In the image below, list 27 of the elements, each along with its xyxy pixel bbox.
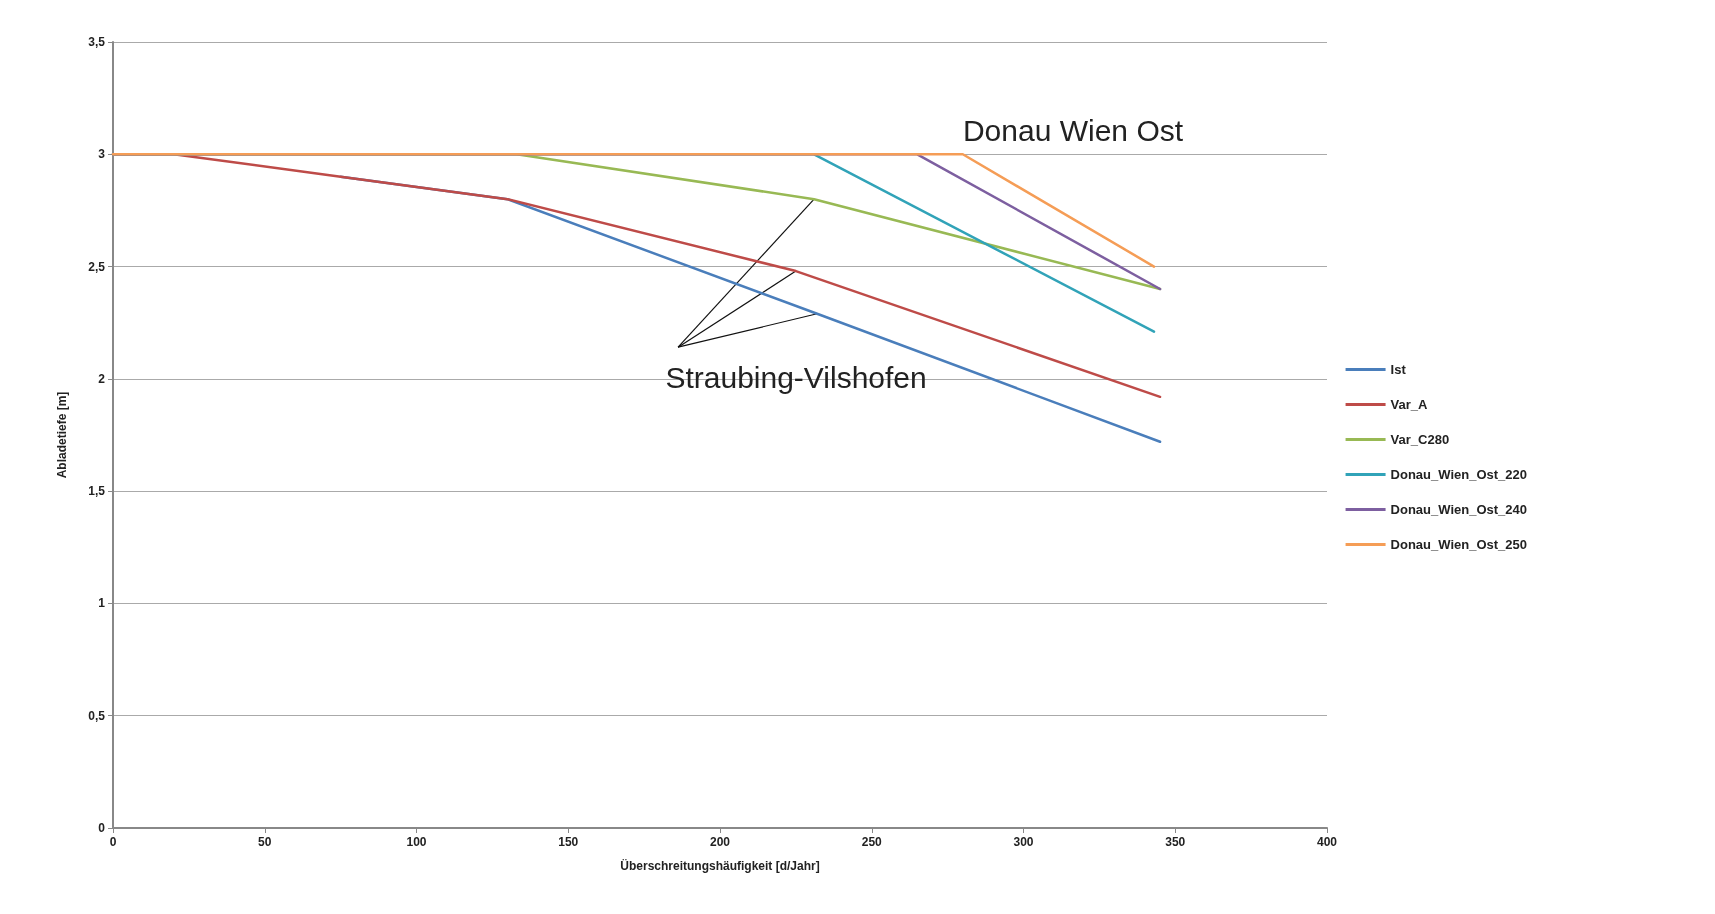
x-axis-title: Überschreitungshäufigkeit [d/Jahr] [620,858,820,873]
y-tick-label: 0,5 [88,708,106,723]
x-tick-label: 400 [1316,835,1338,849]
annotation: Donau Wien Ost [962,113,1184,147]
legend-label: Donau_Wien_Ost_250 [1390,537,1528,552]
x-tick-label: 300 [1013,835,1034,849]
x-tick-label: 0 [109,835,117,849]
x-tick-label: 50 [258,835,272,849]
legend-label: Var_C280 [1390,432,1450,447]
x-tick-label: 350 [1165,835,1186,849]
legend-label: Donau_Wien_Ost_240 [1390,502,1528,517]
x-tick-label: 100 [406,835,427,849]
legend-label: Ist [1390,362,1407,377]
legend-label: Donau_Wien_Ost_220 [1390,467,1528,482]
y-tick-label: 1,5 [88,484,106,499]
annotation: Straubing-Vilshofen [665,360,927,394]
legend-label: Var_A [1390,397,1429,412]
y-tick-label: 2,5 [88,259,106,274]
x-tick-label: 150 [558,835,579,849]
y-tick-label: 3 [98,147,106,162]
y-tick-label: 2 [98,371,106,386]
y-tick-label: 1 [98,596,106,611]
x-tick-label: 250 [861,835,883,849]
y-axis-title: Abladetiefe [m] [55,391,69,479]
y-tick-label: 3,5 [88,35,106,49]
y-tick-label: 0 [98,821,106,835]
x-tick-label: 200 [709,835,731,849]
